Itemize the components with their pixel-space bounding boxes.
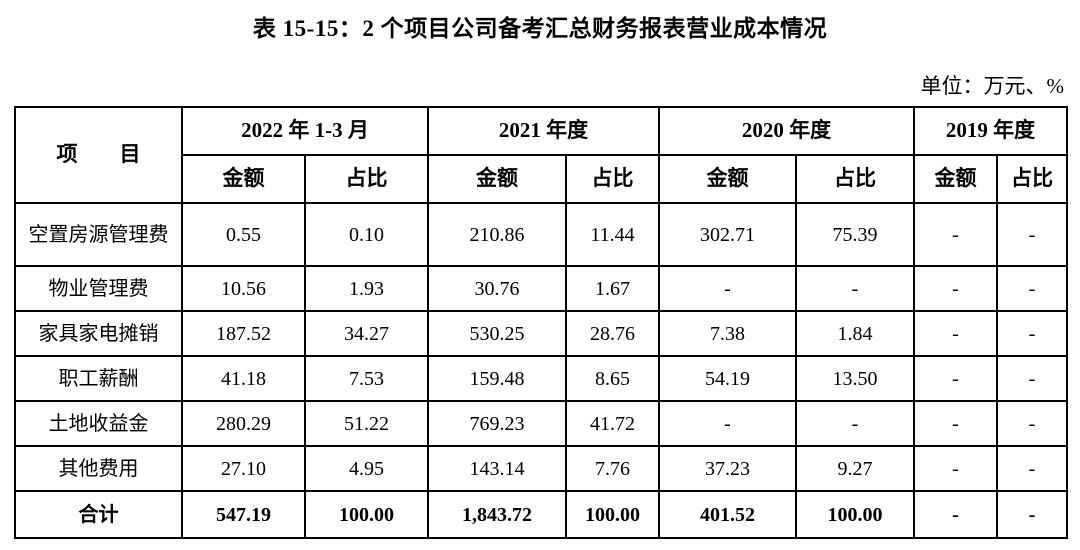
table-cell: - — [996, 490, 1068, 539]
subheader-2022-ratio: 占比 — [304, 154, 429, 204]
table-cell: 547.19 — [181, 490, 306, 539]
table-cell: 28.76 — [565, 310, 660, 357]
table-cell: 1.67 — [565, 265, 660, 312]
table-cell: - — [996, 445, 1068, 492]
table-cell: - — [996, 400, 1068, 447]
table-cell: - — [913, 355, 998, 402]
row-label: 职工薪酬 — [14, 355, 183, 402]
table-cell: 769.23 — [427, 400, 567, 447]
table-cell: 143.14 — [427, 445, 567, 492]
subheader-2020-ratio: 占比 — [795, 154, 915, 204]
row-label: 其他费用 — [14, 445, 183, 492]
table-cell: - — [996, 310, 1068, 357]
table-cell: 210.86 — [427, 202, 567, 267]
table-cell: - — [795, 400, 915, 447]
table-cell: - — [913, 202, 998, 267]
table-cell: 0.10 — [304, 202, 429, 267]
table-cell: 41.18 — [181, 355, 306, 402]
unit-label: 单位：万元、% — [920, 74, 1065, 98]
subheader-2020-amount: 金额 — [658, 154, 797, 204]
table-cell: 1,843.72 — [427, 490, 567, 539]
table-cell: 401.52 — [658, 490, 797, 539]
header-year-row: 项 目 2022 年 1-3 月 2021 年度 2020 年度 2019 年度 — [14, 106, 1068, 204]
table-cell: 37.23 — [658, 445, 797, 492]
table-cell: 27.10 — [181, 445, 306, 492]
table-cell: 100.00 — [304, 490, 429, 539]
table-cell: 4.95 — [304, 445, 429, 492]
table-cell: 11.44 — [565, 202, 660, 267]
subheader-2022-amount: 金额 — [181, 154, 306, 204]
table-row: 其他费用 27.10 4.95 143.14 7.76 37.23 9.27 -… — [14, 445, 1068, 492]
table-cell: 75.39 — [795, 202, 915, 267]
table-cell: - — [658, 400, 797, 447]
operating-cost-table: 项 目 2022 年 1-3 月 2021 年度 2020 年度 2019 年度… — [14, 106, 1068, 539]
header-sub-row: 金额 占比 金额 占比 金额 占比 金额 占比 — [15, 154, 1068, 204]
table-cell: 10.56 — [181, 265, 306, 312]
table-cell: 302.71 — [658, 202, 797, 267]
table-cell: - — [795, 265, 915, 312]
row-label: 物业管理费 — [14, 265, 183, 312]
subheader-2019-amount: 金额 — [913, 154, 998, 204]
table-cell: 30.76 — [427, 265, 567, 312]
table-cell: - — [913, 310, 998, 357]
table-title: 表 15-15：2 个项目公司备考汇总财务报表营业成本情况 — [252, 16, 828, 41]
table-cell: 1.84 — [795, 310, 915, 357]
table-cell: 7.53 — [304, 355, 429, 402]
row-label: 土地收益金 — [14, 400, 183, 447]
row-label: 空置房源管理费 — [14, 202, 183, 267]
subheader-2021-amount: 金额 — [427, 154, 567, 204]
table-cell: 13.50 — [795, 355, 915, 402]
table-cell: 9.27 — [795, 445, 915, 492]
table-cell: 0.55 — [181, 202, 306, 267]
table-cell: 7.76 — [565, 445, 660, 492]
column-header-2020: 2020 年度 — [658, 106, 915, 156]
table-cell: - — [913, 265, 998, 312]
column-header-item: 项 目 — [14, 106, 183, 204]
table-cell: 100.00 — [795, 490, 915, 539]
table-cell: 187.52 — [181, 310, 306, 357]
table-cell: 1.93 — [304, 265, 429, 312]
table-total-row: 合计 547.19 100.00 1,843.72 100.00 401.52 … — [14, 490, 1068, 539]
table-cell: 530.25 — [427, 310, 567, 357]
table-cell: 34.27 — [304, 310, 429, 357]
table-cell: - — [658, 265, 797, 312]
table-row: 空置房源管理费 0.55 0.10 210.86 11.44 302.71 75… — [14, 202, 1068, 267]
table-cell: - — [913, 445, 998, 492]
table-row: 家具家电摊销 187.52 34.27 530.25 28.76 7.38 1.… — [14, 310, 1068, 357]
table-cell: - — [996, 355, 1068, 402]
column-header-2019: 2019 年度 — [913, 106, 1068, 156]
column-header-2022: 2022 年 1-3 月 — [181, 106, 429, 156]
table-cell: 51.22 — [304, 400, 429, 447]
table-cell: 8.65 — [565, 355, 660, 402]
table-cell: 280.29 — [181, 400, 306, 447]
table-row: 土地收益金 280.29 51.22 769.23 41.72 - - - - — [14, 400, 1068, 447]
subheader-2019-ratio: 占比 — [996, 154, 1068, 204]
table-cell: 7.38 — [658, 310, 797, 357]
table-cell: - — [913, 400, 998, 447]
table-row: 职工薪酬 41.18 7.53 159.48 8.65 54.19 13.50 … — [14, 355, 1068, 402]
table-row: 物业管理费 10.56 1.93 30.76 1.67 - - - - — [14, 265, 1068, 312]
column-header-2021: 2021 年度 — [427, 106, 660, 156]
row-label: 合计 — [14, 490, 183, 539]
table-cell: - — [996, 265, 1068, 312]
table-cell: - — [996, 202, 1068, 267]
subheader-2021-ratio: 占比 — [565, 154, 660, 204]
table-cell: 100.00 — [565, 490, 660, 539]
table-cell: 159.48 — [427, 355, 567, 402]
table-cell: - — [913, 490, 998, 539]
table-cell: 54.19 — [658, 355, 797, 402]
table-cell: 41.72 — [565, 400, 660, 447]
row-label: 家具家电摊销 — [14, 310, 183, 357]
